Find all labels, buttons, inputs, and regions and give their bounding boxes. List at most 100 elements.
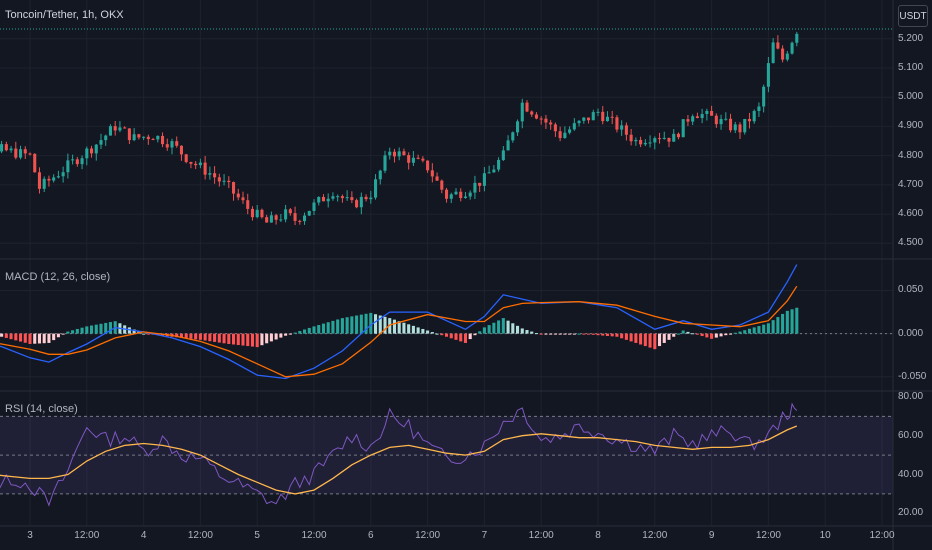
candle[interactable] <box>222 180 226 182</box>
candle[interactable] <box>89 148 94 154</box>
candle[interactable] <box>568 129 572 133</box>
candle[interactable] <box>165 144 169 148</box>
candle[interactable] <box>558 131 562 139</box>
candle[interactable] <box>672 133 676 142</box>
rsi-ma-line[interactable] <box>0 425 798 495</box>
candle[interactable] <box>530 111 534 115</box>
candle[interactable] <box>473 182 477 193</box>
candle[interactable] <box>686 119 690 122</box>
candle[interactable] <box>383 155 387 171</box>
candle[interactable] <box>4 144 8 151</box>
candle[interactable] <box>785 53 789 60</box>
currency-badge[interactable]: USDT <box>898 5 928 27</box>
candle[interactable] <box>137 134 141 138</box>
candle[interactable] <box>426 160 430 171</box>
candle[interactable] <box>757 106 761 111</box>
candle[interactable] <box>293 213 297 221</box>
candle[interactable] <box>345 197 349 199</box>
candle[interactable] <box>582 117 586 121</box>
candle[interactable] <box>492 169 496 173</box>
candle[interactable] <box>705 110 709 114</box>
candle[interactable] <box>236 193 240 198</box>
candle[interactable] <box>482 173 486 186</box>
candle[interactable] <box>175 141 179 146</box>
candle[interactable] <box>440 180 444 190</box>
candle[interactable] <box>378 170 382 180</box>
candle[interactable] <box>733 124 737 131</box>
candle[interactable] <box>142 136 146 138</box>
candle[interactable] <box>260 209 264 218</box>
candle[interactable] <box>274 215 278 220</box>
candle[interactable] <box>71 159 75 161</box>
candle[interactable] <box>586 117 591 121</box>
candle[interactable] <box>511 132 515 141</box>
candle[interactable] <box>591 112 595 121</box>
candle[interactable] <box>127 128 131 141</box>
candle[interactable] <box>402 151 406 156</box>
candle[interactable] <box>459 191 463 199</box>
candle[interactable] <box>691 116 695 122</box>
candle[interactable] <box>66 160 70 173</box>
candle[interactable] <box>75 159 79 165</box>
candle[interactable] <box>355 200 359 208</box>
candle[interactable] <box>18 149 23 158</box>
candle[interactable] <box>85 148 89 159</box>
candle[interactable] <box>364 196 368 200</box>
candle[interactable] <box>639 139 643 145</box>
candle[interactable] <box>501 150 505 160</box>
candle[interactable] <box>317 196 321 203</box>
candle[interactable] <box>246 200 250 209</box>
candle[interactable] <box>710 110 714 116</box>
candle[interactable] <box>553 124 557 132</box>
candle[interactable] <box>194 163 198 166</box>
candle[interactable] <box>184 154 188 162</box>
candle[interactable] <box>113 126 117 131</box>
candle[interactable] <box>118 127 122 131</box>
candle[interactable] <box>724 118 728 120</box>
candle[interactable] <box>392 151 397 157</box>
rsi-pane[interactable] <box>0 402 893 507</box>
candle[interactable] <box>160 135 165 145</box>
candle[interactable] <box>312 202 316 211</box>
macd-pane[interactable] <box>0 264 893 380</box>
candle[interactable] <box>388 151 392 156</box>
candle[interactable] <box>662 137 666 139</box>
candle[interactable] <box>321 196 326 202</box>
candle[interactable] <box>525 102 529 112</box>
candle[interactable] <box>340 196 344 199</box>
candle[interactable] <box>231 182 236 194</box>
candle[interactable] <box>14 148 18 158</box>
candle[interactable] <box>369 197 373 200</box>
candle[interactable] <box>454 191 458 195</box>
candle[interactable] <box>435 176 439 181</box>
candle[interactable] <box>179 145 184 155</box>
candle[interactable] <box>676 133 681 138</box>
candle[interactable] <box>549 122 553 125</box>
candle[interactable] <box>657 138 662 140</box>
candle[interactable] <box>577 120 581 124</box>
candle[interactable] <box>307 210 311 216</box>
macd-line[interactable] <box>0 264 798 380</box>
candle[interactable] <box>189 161 193 164</box>
candle[interactable] <box>302 215 307 222</box>
candle[interactable] <box>771 42 775 64</box>
candle[interactable] <box>544 118 548 123</box>
signal-line[interactable] <box>0 285 798 378</box>
candle[interactable] <box>80 158 84 165</box>
candle[interactable] <box>156 135 160 140</box>
candle[interactable] <box>539 118 543 120</box>
candle[interactable] <box>572 123 576 130</box>
candle[interactable] <box>596 111 600 113</box>
candle[interactable] <box>255 209 259 218</box>
candle[interactable] <box>449 194 453 199</box>
price-pane[interactable] <box>0 28 893 226</box>
candle[interactable] <box>359 196 363 208</box>
candle[interactable] <box>776 42 780 49</box>
candle[interactable] <box>151 139 155 141</box>
candle[interactable] <box>795 33 799 43</box>
candle[interactable] <box>728 118 733 131</box>
candle[interactable] <box>605 116 610 122</box>
candle[interactable] <box>33 153 37 173</box>
candle[interactable] <box>227 180 231 183</box>
candle[interactable] <box>515 121 520 133</box>
